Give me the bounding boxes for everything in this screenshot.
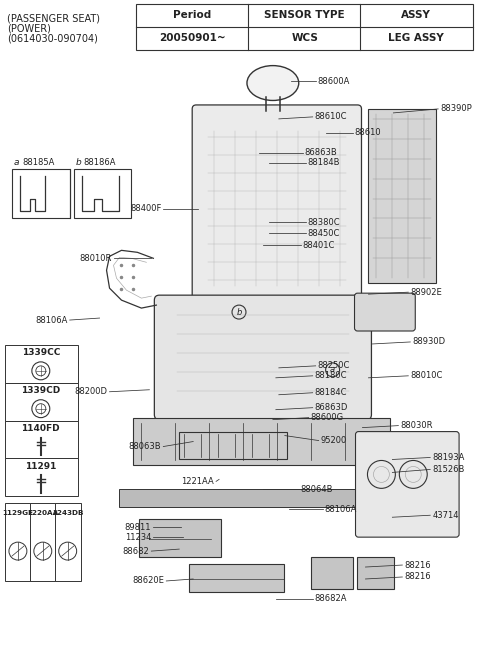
Text: 88682A: 88682A: [315, 594, 347, 604]
FancyBboxPatch shape: [355, 293, 415, 331]
Text: 11291: 11291: [25, 462, 57, 471]
Text: 89811: 89811: [125, 523, 151, 532]
Text: 88600G: 88600G: [311, 413, 344, 422]
Bar: [5, 420, 78, 458]
Text: 88610C: 88610C: [315, 112, 347, 122]
Bar: [55, 503, 81, 581]
Bar: [5, 345, 78, 382]
Text: 88180C: 88180C: [315, 371, 347, 380]
Text: 1221AA: 1221AA: [181, 477, 214, 486]
Text: ASSY: ASSY: [401, 11, 431, 21]
Text: WCS: WCS: [291, 33, 318, 43]
Text: 88450C: 88450C: [308, 229, 340, 238]
Text: 1339CC: 1339CC: [22, 349, 60, 357]
Text: 88600A: 88600A: [318, 76, 350, 86]
Bar: [136, 5, 473, 50]
Text: b: b: [236, 307, 242, 317]
Text: 1220AA: 1220AA: [27, 510, 59, 516]
Text: 88380C: 88380C: [308, 218, 340, 227]
Text: 88186A: 88186A: [84, 157, 116, 167]
Text: 1243DB: 1243DB: [52, 510, 84, 516]
Text: 88682: 88682: [122, 546, 149, 556]
Text: 86863D: 86863D: [315, 403, 348, 412]
Text: 86863B: 86863B: [305, 148, 337, 157]
Text: 11234: 11234: [125, 533, 151, 542]
Text: 88010C: 88010C: [410, 371, 443, 380]
Text: 88400F: 88400F: [130, 204, 161, 213]
Text: 88930D: 88930D: [412, 337, 445, 347]
Text: 43714: 43714: [432, 511, 459, 520]
Bar: [5, 503, 31, 581]
Text: Period: Period: [173, 11, 211, 21]
Text: 88184C: 88184C: [315, 388, 347, 397]
Text: b: b: [76, 157, 82, 167]
Text: 1339CD: 1339CD: [21, 386, 60, 395]
Bar: [133, 418, 390, 465]
Text: 81526B: 81526B: [432, 465, 465, 474]
Text: 88010R: 88010R: [79, 254, 111, 263]
Bar: [357, 557, 395, 589]
Bar: [139, 519, 221, 557]
Text: 88610: 88610: [355, 128, 381, 137]
Bar: [74, 169, 132, 218]
Text: 88216: 88216: [404, 572, 431, 582]
Text: 88106A: 88106A: [36, 315, 68, 325]
Bar: [369, 109, 436, 284]
Text: 88902E: 88902E: [410, 288, 442, 297]
Text: 88193A: 88193A: [432, 453, 465, 462]
Text: 20050901~: 20050901~: [159, 33, 226, 43]
Text: 88063B: 88063B: [129, 442, 161, 451]
Text: 88064B: 88064B: [301, 485, 333, 494]
FancyBboxPatch shape: [155, 295, 372, 420]
Text: 88216: 88216: [404, 560, 431, 570]
Text: (PASSENGER SEAT): (PASSENGER SEAT): [7, 13, 100, 23]
Bar: [311, 557, 352, 589]
Bar: [189, 564, 284, 592]
Bar: [179, 432, 287, 459]
Text: 88185A: 88185A: [22, 157, 54, 167]
Text: a: a: [330, 365, 335, 374]
Bar: [30, 503, 56, 581]
Bar: [120, 489, 398, 507]
Text: 1140FD: 1140FD: [22, 424, 60, 433]
Ellipse shape: [247, 66, 299, 100]
Text: 88250C: 88250C: [318, 361, 350, 371]
Bar: [5, 458, 78, 496]
Text: 1129GE: 1129GE: [2, 510, 34, 516]
Text: 88030R: 88030R: [400, 421, 433, 430]
FancyBboxPatch shape: [192, 105, 361, 302]
Text: 95200: 95200: [321, 436, 347, 445]
FancyBboxPatch shape: [356, 432, 459, 537]
Text: LEG ASSY: LEG ASSY: [388, 33, 444, 43]
Bar: [12, 169, 70, 218]
Text: (0614030-090704): (0614030-090704): [7, 33, 98, 43]
Text: SENSOR TYPE: SENSOR TYPE: [264, 11, 345, 21]
Text: 88401C: 88401C: [303, 241, 335, 250]
Bar: [5, 382, 78, 420]
Text: 88106A: 88106A: [324, 505, 357, 514]
Text: 88620E: 88620E: [132, 576, 164, 586]
Text: 88200D: 88200D: [74, 387, 108, 396]
Text: 88184B: 88184B: [308, 158, 340, 167]
Text: (POWER): (POWER): [7, 23, 51, 33]
Text: a: a: [14, 157, 19, 167]
Text: 88390P: 88390P: [440, 104, 472, 114]
